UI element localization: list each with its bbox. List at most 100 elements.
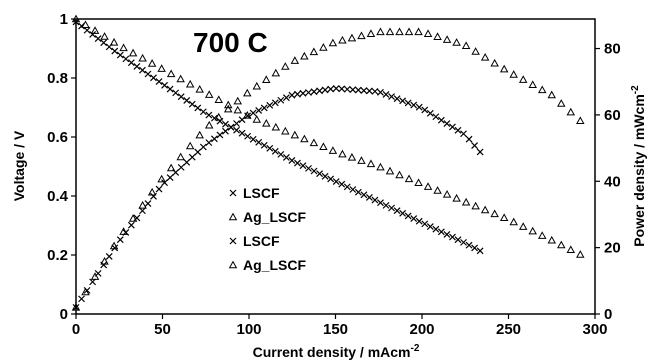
data-point bbox=[133, 214, 141, 222]
data-point bbox=[300, 134, 309, 143]
data-point bbox=[204, 90, 214, 98]
data-point bbox=[310, 167, 318, 175]
data-point bbox=[161, 81, 169, 89]
data-point bbox=[260, 104, 268, 112]
data-point bbox=[122, 55, 130, 63]
data-point bbox=[518, 75, 528, 83]
data-point bbox=[528, 80, 537, 88]
data-point bbox=[426, 109, 434, 117]
data-point bbox=[433, 186, 442, 194]
data-point bbox=[343, 183, 351, 191]
data-point bbox=[266, 101, 274, 109]
data-point bbox=[222, 120, 229, 128]
data-point bbox=[338, 180, 346, 188]
data-point bbox=[388, 93, 395, 101]
data-point bbox=[377, 199, 384, 207]
data-point bbox=[139, 66, 146, 74]
x-tick-label: 250 bbox=[496, 321, 521, 338]
data-point bbox=[116, 236, 124, 244]
data-point bbox=[144, 70, 152, 78]
data-point bbox=[83, 26, 91, 34]
data-point bbox=[290, 56, 300, 64]
data-point bbox=[172, 89, 180, 97]
data-point bbox=[490, 58, 499, 67]
chart-title: 700 C bbox=[193, 27, 268, 58]
data-point bbox=[423, 182, 433, 190]
series-3 bbox=[71, 27, 585, 311]
data-point bbox=[547, 90, 556, 99]
data-point bbox=[109, 241, 119, 250]
y2-axis-title: Power density / mWcm-2 bbox=[630, 85, 647, 247]
x-axis-title: Current density / mAcm-2 bbox=[253, 343, 420, 360]
data-point bbox=[528, 226, 537, 235]
data-point bbox=[299, 89, 307, 97]
data-point bbox=[183, 158, 191, 166]
data-point bbox=[305, 89, 312, 96]
data-point bbox=[414, 27, 423, 36]
data-point bbox=[371, 87, 379, 95]
data-point bbox=[321, 172, 329, 180]
data-point bbox=[421, 220, 429, 228]
data-point bbox=[354, 86, 362, 94]
data-point bbox=[415, 103, 423, 111]
data-point bbox=[166, 85, 174, 93]
y-axis-title: Voltage / V bbox=[11, 130, 27, 201]
legend-label: LSCF bbox=[243, 185, 280, 201]
data-point bbox=[452, 193, 461, 202]
data-point bbox=[166, 69, 176, 78]
data-point bbox=[309, 138, 319, 147]
data-point bbox=[204, 120, 214, 129]
data-point bbox=[116, 51, 124, 59]
x-tick-label: 50 bbox=[154, 321, 171, 338]
data-point bbox=[410, 101, 418, 109]
data-point bbox=[404, 27, 414, 36]
data-point bbox=[343, 85, 351, 93]
data-point bbox=[309, 47, 319, 56]
ticks: 0 50 100 150 200 250 30000.20.40.60.8102040608… bbox=[47, 11, 621, 338]
data-point bbox=[349, 86, 357, 94]
data-point bbox=[150, 74, 157, 82]
data-point bbox=[262, 119, 271, 127]
data-point bbox=[537, 85, 547, 94]
data-point bbox=[471, 47, 480, 55]
data-point bbox=[443, 231, 451, 238]
data-point bbox=[255, 107, 263, 114]
data-point bbox=[133, 63, 141, 70]
data-point bbox=[81, 287, 90, 296]
data-point bbox=[210, 135, 218, 143]
data-point bbox=[299, 162, 307, 170]
data-point bbox=[338, 149, 347, 158]
data-point bbox=[262, 75, 271, 83]
data-point bbox=[277, 96, 285, 104]
data-point bbox=[319, 142, 328, 151]
data-point bbox=[393, 207, 401, 215]
data-point bbox=[557, 99, 566, 107]
data-point bbox=[83, 286, 91, 294]
data-point bbox=[294, 90, 301, 98]
data-point bbox=[437, 228, 445, 236]
data-point bbox=[360, 191, 368, 199]
data-point bbox=[452, 38, 461, 46]
data-point bbox=[321, 86, 329, 94]
data-point bbox=[194, 148, 202, 156]
data-point bbox=[449, 233, 456, 241]
data-point bbox=[566, 107, 576, 116]
data-point bbox=[288, 156, 296, 164]
data-point bbox=[476, 148, 484, 156]
data-point bbox=[316, 170, 324, 178]
data-point bbox=[449, 123, 456, 131]
y2-tick-label: 60 bbox=[604, 107, 621, 124]
data-point bbox=[147, 59, 157, 67]
data-point bbox=[354, 188, 362, 196]
series-0 bbox=[72, 18, 484, 255]
y-tick-label: 0 bbox=[60, 306, 68, 323]
y-tick-label: 1 bbox=[60, 11, 68, 28]
data-point bbox=[252, 81, 262, 90]
data-point bbox=[290, 130, 300, 139]
data-point bbox=[347, 33, 357, 42]
data-point bbox=[376, 27, 385, 36]
data-point bbox=[328, 38, 338, 47]
data-point bbox=[349, 186, 357, 193]
data-point bbox=[509, 70, 518, 78]
